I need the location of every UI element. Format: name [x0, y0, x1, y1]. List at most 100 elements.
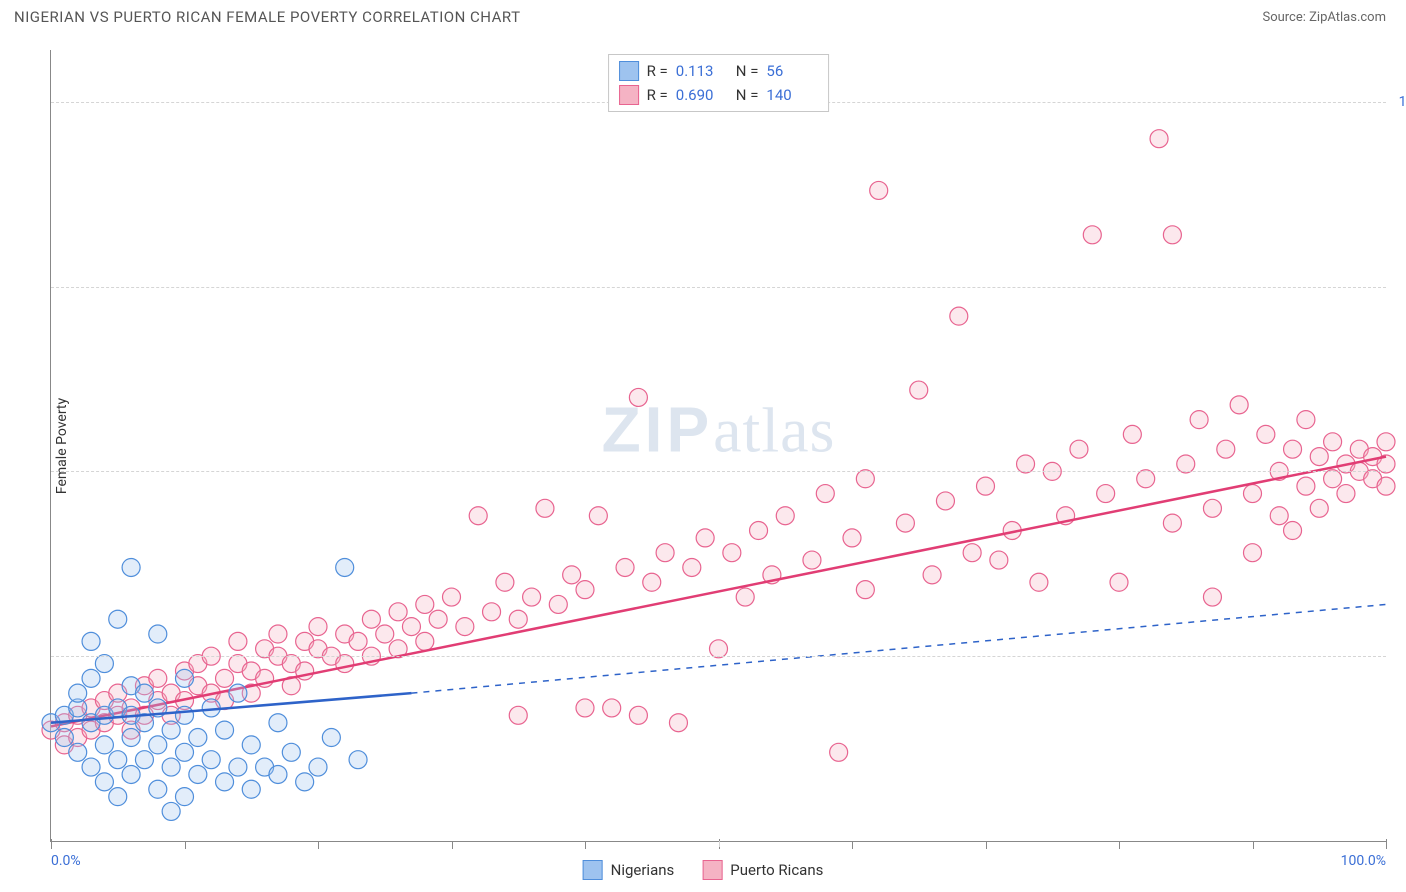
data-point [309, 758, 327, 776]
data-point [589, 507, 607, 525]
data-point [816, 485, 834, 503]
data-point [523, 588, 541, 606]
trend-line-dashed [411, 604, 1386, 693]
data-point [1150, 130, 1168, 148]
series-legend: Nigerians Puerto Ricans [583, 860, 824, 880]
data-point [1110, 573, 1128, 591]
data-point [629, 706, 647, 724]
data-point [683, 558, 701, 576]
data-point [549, 595, 567, 613]
x-minor-tick [318, 841, 319, 849]
data-point [776, 507, 794, 525]
data-point [202, 751, 220, 769]
n-value-nigerians: 56 [766, 62, 818, 80]
data-point [1030, 573, 1048, 591]
data-point [109, 610, 127, 628]
legend-row-puerto-ricans: R = 0.690 N = 140 [619, 83, 819, 107]
data-point [669, 714, 687, 732]
data-point [1097, 485, 1115, 503]
data-point [990, 551, 1008, 569]
data-point [1123, 425, 1141, 443]
source-label: Source: ZipAtlas.com [1262, 10, 1386, 25]
data-point [336, 655, 354, 673]
data-point [696, 529, 714, 547]
x-minor-tick [452, 841, 453, 849]
x-minor-tick [585, 841, 586, 849]
data-point [616, 558, 634, 576]
swatch-nigerians [583, 860, 603, 880]
data-point [803, 551, 821, 569]
x-center-marker [719, 841, 720, 847]
n-label: N = [736, 62, 759, 80]
trend-line [51, 457, 1386, 727]
data-point [856, 581, 874, 599]
data-point [176, 743, 194, 761]
data-point [216, 669, 234, 687]
data-point [362, 610, 380, 628]
data-point [509, 610, 527, 628]
data-point [122, 729, 140, 747]
data-point [1230, 396, 1248, 414]
data-point [563, 566, 581, 584]
swatch-nigerians [619, 61, 639, 81]
data-point [1177, 455, 1195, 473]
y-tick-label: 100.0% [1399, 94, 1406, 110]
data-point [977, 477, 995, 495]
swatch-puerto-ricans [619, 85, 639, 105]
r-label: R = [647, 62, 668, 80]
data-point [349, 751, 367, 769]
data-point [82, 758, 100, 776]
x-major-tick [1386, 839, 1387, 849]
data-point [509, 706, 527, 724]
data-point [1017, 455, 1035, 473]
x-major-tick [51, 839, 52, 849]
data-point [269, 714, 287, 732]
x-minor-tick [1119, 841, 1120, 849]
legend-item-nigerians: Nigerians [583, 860, 675, 880]
data-point [1377, 433, 1395, 451]
data-point [189, 765, 207, 783]
data-point [122, 765, 140, 783]
x-minor-tick [1253, 841, 1254, 849]
data-point [1244, 544, 1262, 562]
data-point [176, 706, 194, 724]
data-point [162, 758, 180, 776]
data-point [576, 699, 594, 717]
data-point [1337, 485, 1355, 503]
data-point [149, 669, 167, 687]
data-point [416, 632, 434, 650]
data-point [483, 603, 501, 621]
data-point [95, 773, 113, 791]
data-point [229, 632, 247, 650]
legend-item-puerto-ricans: Puerto Ricans [702, 860, 823, 880]
data-point [135, 684, 153, 702]
data-point [1190, 411, 1208, 429]
chart-header: NIGERIAN VS PUERTO RICAN FEMALE POVERTY … [0, 0, 1406, 30]
data-point [736, 588, 754, 606]
data-point [963, 544, 981, 562]
data-point [1163, 226, 1181, 244]
x-minor-tick [852, 841, 853, 849]
data-point [576, 581, 594, 599]
data-point [336, 558, 354, 576]
data-point [109, 788, 127, 806]
data-point [643, 573, 661, 591]
gridline-h [51, 471, 1386, 472]
data-point [69, 684, 87, 702]
data-point [55, 729, 73, 747]
data-point [242, 736, 260, 754]
data-point [710, 640, 728, 658]
data-point [1137, 470, 1155, 488]
data-point [923, 566, 941, 584]
data-point [149, 780, 167, 798]
data-point [269, 765, 287, 783]
data-point [149, 625, 167, 643]
data-point [870, 181, 888, 199]
data-point [242, 780, 260, 798]
data-point [402, 618, 420, 636]
x-minor-tick [986, 841, 987, 849]
data-point [322, 729, 340, 747]
data-point [1377, 477, 1395, 495]
data-point [1310, 499, 1328, 517]
plot-inner: ZIPatlas R = 0.113 N = 56 R = 0.690 N = … [50, 50, 1386, 842]
